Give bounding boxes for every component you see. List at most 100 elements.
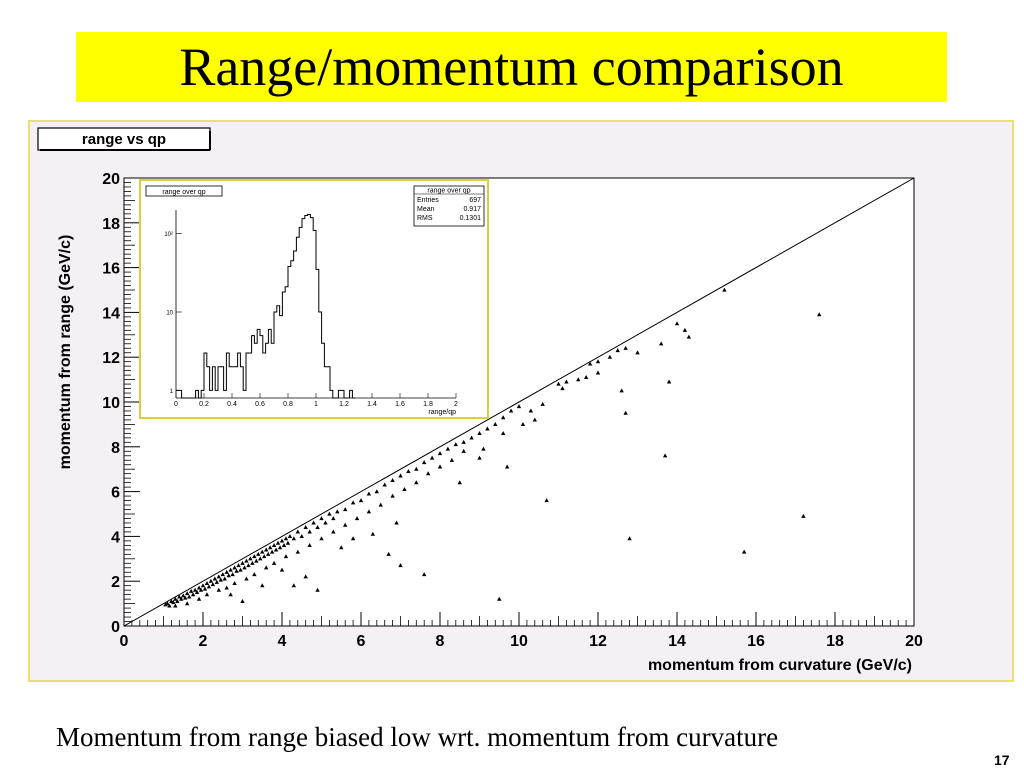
data-point <box>627 536 632 541</box>
data-point <box>445 446 451 451</box>
data-point <box>202 586 208 591</box>
data-point <box>232 565 237 570</box>
data-point <box>327 511 332 516</box>
data-point <box>520 422 526 426</box>
data-point <box>358 498 364 503</box>
data-point <box>635 350 640 355</box>
data-point <box>291 536 297 541</box>
data-point <box>398 563 403 568</box>
data-point <box>307 542 312 547</box>
y-tick-label: 4 <box>111 529 120 546</box>
data-point <box>210 582 216 587</box>
inset-x-tick-label: 1.4 <box>367 401 377 408</box>
data-point <box>504 464 510 469</box>
data-point <box>248 556 253 561</box>
data-point <box>686 334 692 339</box>
data-point <box>179 596 184 601</box>
data-point <box>218 577 223 582</box>
data-point <box>242 565 247 570</box>
data-point <box>623 410 628 415</box>
data-point <box>414 480 419 485</box>
data-point <box>540 401 545 406</box>
data-point <box>222 576 227 581</box>
y-tick-label: 14 <box>102 305 120 322</box>
data-point <box>516 404 522 409</box>
data-point <box>244 558 249 563</box>
data-point <box>501 430 506 435</box>
stats-mean-label: Mean <box>417 206 435 213</box>
data-point <box>607 354 613 359</box>
y-axis-label: momentum from range (GeV/c) <box>57 235 74 470</box>
data-point <box>307 529 312 534</box>
inset-x-tick-label: 0.2 <box>199 401 209 408</box>
data-point <box>173 603 178 608</box>
data-point <box>220 572 225 577</box>
data-point <box>226 573 231 578</box>
data-point <box>481 446 486 451</box>
data-point <box>406 469 411 474</box>
inset-x-tick-label: 2 <box>454 401 458 408</box>
data-point <box>374 489 379 494</box>
data-point <box>623 345 628 350</box>
data-point <box>262 554 267 559</box>
data-point <box>817 312 822 317</box>
data-point <box>390 493 395 498</box>
data-point <box>283 536 289 541</box>
data-point <box>560 386 565 391</box>
inset-y-tick-label: 10 <box>166 311 173 317</box>
data-point <box>287 534 293 538</box>
data-point <box>422 460 427 465</box>
data-point <box>595 370 601 375</box>
data-point <box>264 565 269 570</box>
data-point <box>350 500 356 505</box>
data-point <box>216 587 221 592</box>
data-point <box>497 596 502 601</box>
data-point <box>583 374 589 379</box>
data-point <box>167 603 172 608</box>
data-point <box>236 563 241 568</box>
stats-entries-value: 697 <box>469 197 481 204</box>
data-point <box>281 542 287 547</box>
stats-title: range over qp <box>427 188 470 195</box>
x-tick-label: 0 <box>120 633 129 650</box>
data-point <box>291 583 297 588</box>
data-point <box>279 567 285 572</box>
inset-x-tick-label: 0.6 <box>255 401 265 408</box>
x-tick-label: 12 <box>589 633 607 650</box>
data-point <box>315 525 320 530</box>
data-point <box>185 591 190 596</box>
data-point <box>394 520 399 525</box>
data-point <box>370 531 376 536</box>
data-point <box>477 455 482 460</box>
data-point <box>422 572 427 577</box>
inset-y-tick-label: 10² <box>164 232 173 238</box>
data-point <box>271 542 277 547</box>
data-point <box>343 507 348 512</box>
data-point <box>198 587 204 592</box>
data-point <box>722 287 727 292</box>
data-point <box>311 520 316 525</box>
x-tick-label: 16 <box>747 633 765 650</box>
data-point <box>252 554 257 559</box>
data-point <box>260 583 265 588</box>
data-point <box>185 601 190 606</box>
data-point <box>319 516 324 521</box>
data-point <box>183 595 188 600</box>
data-point <box>171 600 176 605</box>
data-point <box>662 453 668 458</box>
data-point <box>177 594 182 599</box>
x-axis-label: momentum from curvature (GeV/c) <box>648 657 912 674</box>
data-point <box>238 567 243 572</box>
data-point <box>173 596 178 601</box>
data-point <box>175 598 180 603</box>
data-point <box>204 581 210 586</box>
data-point <box>461 439 466 444</box>
data-point <box>240 598 245 603</box>
data-point <box>801 513 806 518</box>
data-point <box>230 572 235 577</box>
inset-y-tick-label: 1 <box>170 389 174 395</box>
data-point <box>398 473 403 478</box>
stats-entries-label: Entries <box>417 197 439 204</box>
data-point <box>165 601 170 606</box>
data-point <box>315 587 320 592</box>
